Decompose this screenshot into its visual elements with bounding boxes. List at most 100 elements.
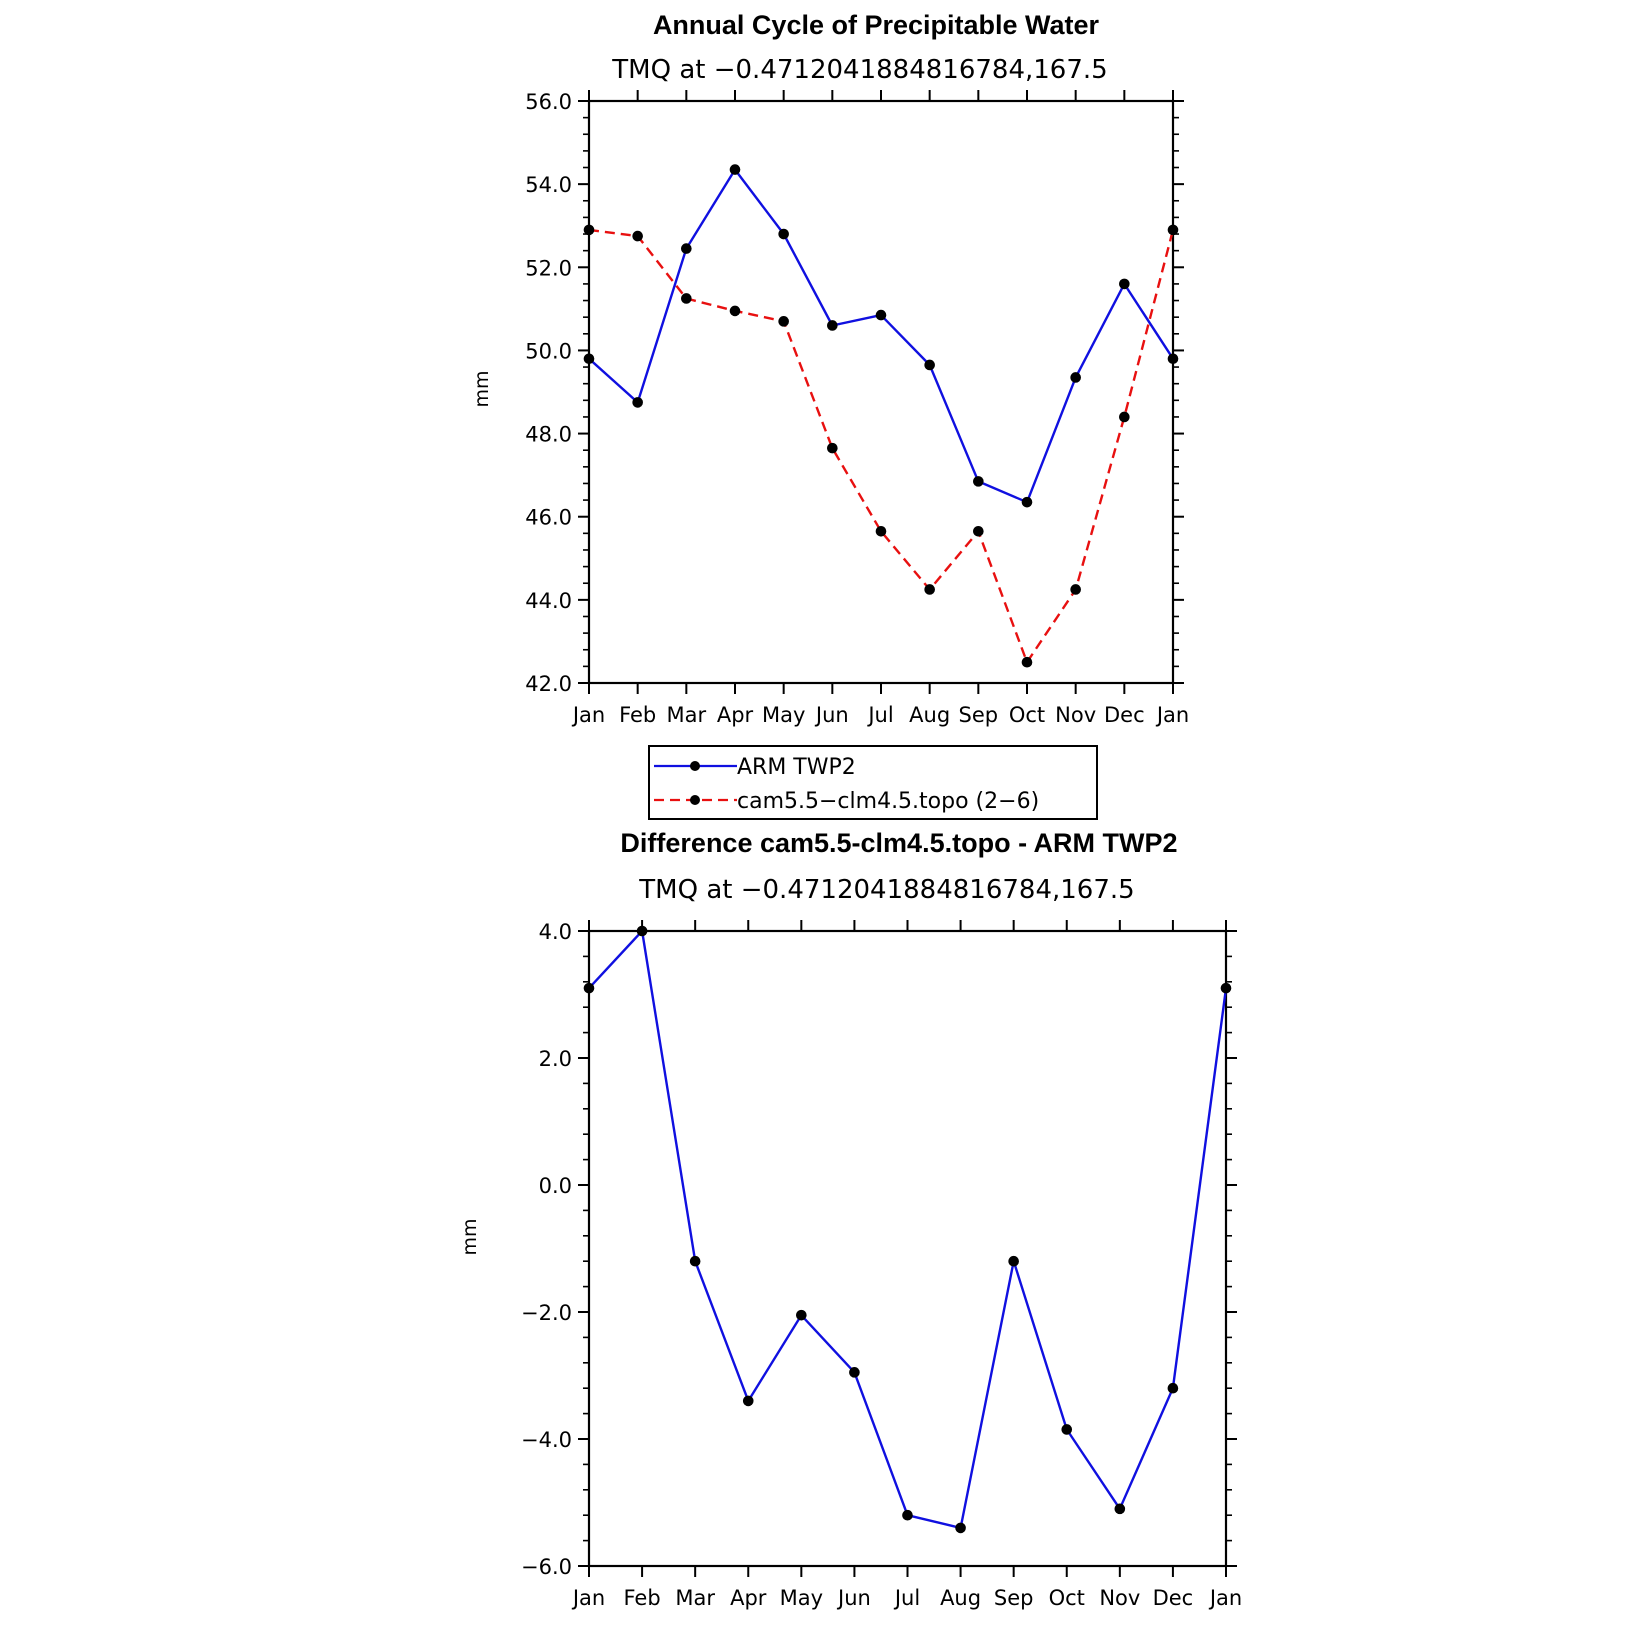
- chart-subtitle: TMQ at −0.4712041884816784,167.5: [638, 875, 1134, 905]
- data-point-0: [849, 1367, 860, 1378]
- x-tick-labels: Jan Feb Mar Apr May Jun Jul Aug Sep Oct Nov Dec Jan: [571, 1586, 1242, 1610]
- x-tick-label: Jan: [1155, 703, 1189, 727]
- legend-label-arm: ARM TWP2: [737, 755, 856, 780]
- data-point-0: [1114, 1503, 1126, 1515]
- annual-cycle-chart: Annual Cycle of Precipitable Water TMQ a…: [471, 10, 1189, 820]
- data-point-1: [681, 293, 692, 304]
- plot-frame: [578, 90, 1184, 694]
- y-tick-label: 50.0: [525, 339, 572, 363]
- y-tick-labels: 42.0 44.0 46.0 48.0 50.0 52.0 54.0 56.0: [525, 90, 572, 696]
- y-tick-label: 46.0: [525, 506, 572, 530]
- x-tick-label: May: [762, 703, 805, 727]
- data-point-1: [827, 442, 838, 454]
- data-point-1: [729, 305, 741, 317]
- data-point-0: [583, 353, 595, 365]
- series-line-0: [588, 168, 1175, 504]
- x-tick-label: Jun: [814, 703, 849, 727]
- data-point-1: [1021, 656, 1033, 668]
- data-point-0: [924, 359, 935, 371]
- data-point-1: [973, 525, 984, 537]
- legend-marker-model: [690, 795, 700, 805]
- data-point-0: [778, 228, 789, 240]
- x-tick-label: Jan: [571, 703, 605, 727]
- x-tick-label: Jul: [866, 703, 893, 727]
- data-point-0: [1167, 1382, 1179, 1394]
- y-tick-label: −6.0: [521, 1555, 572, 1579]
- y-tick-label: 52.0: [525, 256, 572, 280]
- data-point-0: [796, 1309, 807, 1321]
- data-point-1: [1119, 411, 1130, 423]
- y-tick-label: 48.0: [525, 423, 572, 447]
- x-tick-label: Apr: [717, 703, 754, 727]
- chart-title: Annual Cycle of Precipitable Water: [653, 10, 1100, 40]
- legend-label-model: cam5.5−clm4.5.topo (2−6): [737, 789, 1039, 814]
- x-tick-label: Dec: [1153, 1586, 1194, 1610]
- data-point-0: [1119, 278, 1130, 290]
- data-point-0: [636, 925, 648, 937]
- series-group: [583, 925, 1232, 1534]
- x-tick-label: May: [780, 1586, 823, 1610]
- x-tick-label: Sep: [994, 1586, 1034, 1610]
- data-point-0: [729, 164, 741, 175]
- x-tick-label: Jan: [1208, 1586, 1242, 1610]
- plot-border: [587, 929, 1228, 1568]
- x-tick-label: Oct: [1009, 703, 1045, 727]
- chart-title: Difference cam5.5-clm4.5.topo - ARM TWP2: [620, 828, 1177, 858]
- y-tick-label: 54.0: [525, 173, 572, 197]
- data-point-0: [1008, 1255, 1019, 1267]
- x-tick-label: Jan: [571, 1586, 605, 1610]
- data-point-1: [875, 525, 887, 537]
- y-tick-label: −4.0: [521, 1428, 572, 1452]
- difference-chart: Difference cam5.5-clm4.5.topo - ARM TWP2…: [459, 828, 1242, 1610]
- data-point-1: [924, 584, 935, 595]
- data-point-0: [1220, 982, 1232, 994]
- data-point-0: [1070, 372, 1081, 383]
- data-point-0: [1021, 496, 1033, 508]
- data-point-0: [742, 1395, 754, 1407]
- series-line-0: [588, 929, 1228, 1530]
- data-point-0: [902, 1509, 913, 1521]
- legend-box: [648, 745, 1098, 820]
- series-group: [583, 164, 1179, 668]
- legend: ARM TWP2 cam5.5−clm4.5.topo (2−6): [648, 745, 1098, 820]
- data-point-0: [1167, 353, 1179, 365]
- y-tick-label: 0.0: [539, 1174, 572, 1198]
- chart-subtitle: TMQ at −0.4712041884816784,167.5: [611, 55, 1107, 85]
- plot-frame: [578, 920, 1237, 1577]
- x-tick-label: Apr: [730, 1586, 767, 1610]
- x-tick-label: Aug: [940, 1586, 981, 1610]
- y-tick-label: 44.0: [525, 589, 572, 613]
- y-tick-label: −2.0: [521, 1301, 572, 1325]
- legend-marker-arm: [690, 761, 700, 771]
- data-point-1: [1070, 584, 1081, 595]
- data-point-0: [973, 476, 984, 487]
- data-point-0: [875, 309, 887, 321]
- data-point-0: [1061, 1424, 1073, 1435]
- x-tick-label: Aug: [909, 703, 950, 727]
- y-tick-label: 2.0: [539, 1047, 572, 1071]
- data-point-0: [583, 982, 595, 994]
- x-tick-label: Mar: [667, 703, 707, 727]
- data-point-1: [632, 230, 643, 242]
- data-point-0: [955, 1522, 966, 1534]
- x-tick-label: Feb: [619, 703, 656, 727]
- data-point-1: [1167, 224, 1179, 236]
- plot-border: [587, 99, 1175, 685]
- y-tick-labels: −6.0 −4.0 −2.0 0.0 2.0 4.0: [521, 920, 572, 1579]
- x-tick-label: Sep: [959, 703, 999, 727]
- x-tick-label: Dec: [1104, 703, 1145, 727]
- data-point-0: [632, 397, 643, 408]
- y-axis-label: mm: [471, 370, 493, 407]
- x-tick-label: Nov: [1099, 1586, 1140, 1610]
- data-point-1: [583, 224, 595, 236]
- y-tick-label: 42.0: [525, 672, 572, 696]
- data-point-0: [827, 320, 838, 331]
- y-tick-label: 4.0: [539, 920, 572, 944]
- x-tick-labels: Jan Feb Mar Apr May Jun Jul Aug Sep Oct Nov Dec Jan: [571, 703, 1189, 727]
- series-line-1: [588, 228, 1175, 664]
- data-point-0: [689, 1255, 701, 1267]
- x-tick-label: Nov: [1055, 703, 1096, 727]
- y-axis-label: mm: [459, 1218, 481, 1255]
- x-tick-label: Feb: [623, 1586, 660, 1610]
